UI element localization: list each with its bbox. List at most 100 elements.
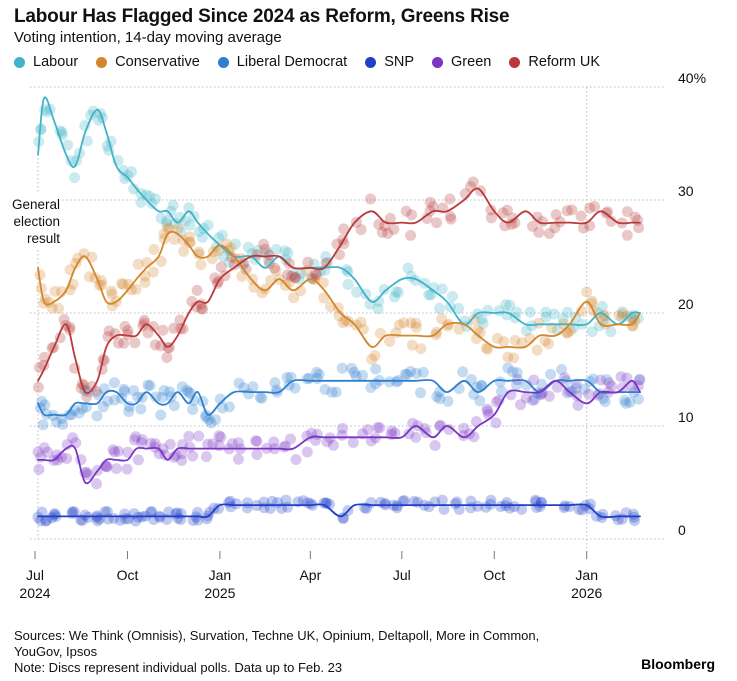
poll-disc-reform-uk bbox=[629, 211, 641, 223]
poll-disc-conservative bbox=[369, 350, 381, 362]
poll-disc-labour bbox=[557, 313, 569, 325]
poll-disc-snp bbox=[530, 494, 541, 506]
poll-disc-labour bbox=[216, 229, 228, 241]
poll-disc-snp bbox=[620, 507, 632, 519]
poll-disc-labour bbox=[117, 164, 129, 176]
poll-disc-reform-uk bbox=[195, 303, 207, 315]
legend-item-green: Green bbox=[432, 54, 491, 70]
poll-disc-green bbox=[82, 469, 94, 481]
poll-disc-snp bbox=[67, 506, 78, 518]
poll-disc-liberal-democrat bbox=[319, 384, 331, 395]
poll-disc-labour bbox=[373, 295, 385, 307]
poll-disc-conservative bbox=[162, 221, 174, 233]
poll-disc-reform-uk bbox=[507, 212, 518, 224]
x-tick-label-2025-01: Jan bbox=[209, 567, 232, 583]
poll-disc-conservative bbox=[436, 313, 448, 325]
poll-disc-liberal-democrat bbox=[102, 395, 114, 407]
poll-disc-reform-uk bbox=[138, 317, 150, 329]
poll-disc-liberal-democrat bbox=[109, 394, 120, 406]
poll-disc-labour bbox=[169, 217, 181, 229]
poll-disc-green bbox=[515, 399, 526, 411]
poll-disc-labour bbox=[174, 211, 186, 223]
poll-disc-liberal-democrat bbox=[119, 386, 130, 397]
poll-disc-conservative bbox=[117, 278, 129, 290]
poll-disc-conservative bbox=[318, 292, 330, 304]
poll-disc-conservative bbox=[533, 317, 545, 329]
poll-disc-snp bbox=[576, 504, 588, 516]
poll-disc-labour bbox=[184, 219, 196, 231]
poll-disc-snp bbox=[379, 497, 391, 509]
poll-disc-green bbox=[347, 437, 359, 448]
poll-disc-conservative bbox=[325, 301, 337, 313]
poll-disc-green bbox=[290, 454, 302, 465]
poll-disc-labour bbox=[476, 313, 488, 325]
poll-disc-conservative bbox=[125, 284, 137, 296]
poll-disc-conservative bbox=[270, 265, 282, 277]
poll-disc-snp bbox=[465, 495, 477, 507]
poll-disc-labour bbox=[428, 282, 440, 294]
poll-disc-labour bbox=[446, 290, 458, 302]
poll-disc-reform-uk bbox=[81, 391, 93, 403]
y-tick-label-40: 40% bbox=[678, 70, 706, 86]
poll-disc-green bbox=[136, 437, 147, 449]
poll-disc-green bbox=[202, 438, 214, 450]
poll-disc-green bbox=[164, 438, 176, 450]
poll-disc-labour bbox=[128, 183, 140, 195]
poll-disc-labour bbox=[524, 306, 536, 318]
poll-disc-liberal-democrat bbox=[256, 392, 268, 404]
poll-disc-conservative bbox=[78, 248, 90, 260]
poll-disc-green bbox=[595, 374, 607, 386]
poll-disc-labour bbox=[593, 320, 605, 332]
poll-disc-reform-uk bbox=[137, 320, 149, 332]
poll-disc-liberal-democrat bbox=[410, 367, 422, 379]
series-line-liberal-democrat bbox=[37, 379, 641, 417]
legend-item-reform-uk: Reform UK bbox=[509, 54, 600, 70]
poll-disc-liberal-democrat bbox=[465, 374, 477, 385]
legend-swatch-labour bbox=[14, 56, 25, 68]
poll-disc-snp bbox=[130, 515, 142, 527]
poll-disc-conservative bbox=[132, 258, 144, 270]
poll-disc-reform-uk bbox=[122, 329, 134, 341]
poll-disc-green bbox=[250, 435, 262, 447]
poll-disc-snp bbox=[68, 506, 80, 518]
poll-disc-snp bbox=[154, 511, 166, 523]
poll-disc-snp bbox=[230, 498, 242, 510]
poll-disc-reform-uk bbox=[485, 212, 497, 224]
bloomberg-logo: Bloomberg bbox=[641, 656, 715, 672]
poll-disc-green bbox=[61, 453, 73, 464]
poll-disc-snp bbox=[398, 495, 410, 507]
poll-disc-snp bbox=[628, 508, 639, 520]
poll-disc-liberal-democrat bbox=[82, 386, 94, 398]
poll-disc-conservative bbox=[259, 283, 271, 295]
poll-disc-reform-uk bbox=[190, 301, 202, 313]
annotation-background bbox=[2, 194, 62, 250]
poll-disc-labour bbox=[434, 302, 445, 314]
poll-disc-labour bbox=[229, 238, 241, 250]
poll-disc-conservative bbox=[410, 317, 422, 329]
poll-disc-liberal-democrat bbox=[453, 383, 465, 395]
poll-disc-reform-uk bbox=[376, 226, 388, 238]
poll-disc-green bbox=[67, 432, 79, 444]
poll-disc-conservative bbox=[492, 333, 503, 344]
poll-disc-reform-uk bbox=[602, 206, 613, 218]
poll-disc-conservative bbox=[139, 277, 151, 288]
poll-disc-reform-uk bbox=[215, 261, 227, 273]
poll-disc-liberal-democrat bbox=[128, 385, 139, 396]
poll-disc-green bbox=[101, 461, 113, 473]
poll-disc-reform-uk bbox=[129, 337, 141, 349]
poll-disc-conservative bbox=[49, 285, 61, 297]
poll-disc-reform-uk bbox=[191, 284, 203, 296]
poll-disc-reform-uk bbox=[621, 206, 633, 218]
poll-disc-green bbox=[107, 444, 119, 456]
poll-disc-reform-uk bbox=[537, 216, 549, 228]
series-line-reform-uk bbox=[37, 187, 641, 394]
legend-swatch-conservative bbox=[96, 56, 108, 68]
poll-disc-conservative bbox=[627, 320, 639, 332]
poll-disc-snp bbox=[192, 506, 203, 518]
poll-disc-conservative bbox=[53, 302, 65, 314]
poll-disc-conservative bbox=[508, 352, 520, 364]
poll-disc-conservative bbox=[453, 323, 465, 335]
poll-disc-conservative bbox=[581, 286, 593, 298]
poll-disc-conservative bbox=[148, 244, 160, 255]
poll-disc-snp bbox=[337, 512, 349, 524]
